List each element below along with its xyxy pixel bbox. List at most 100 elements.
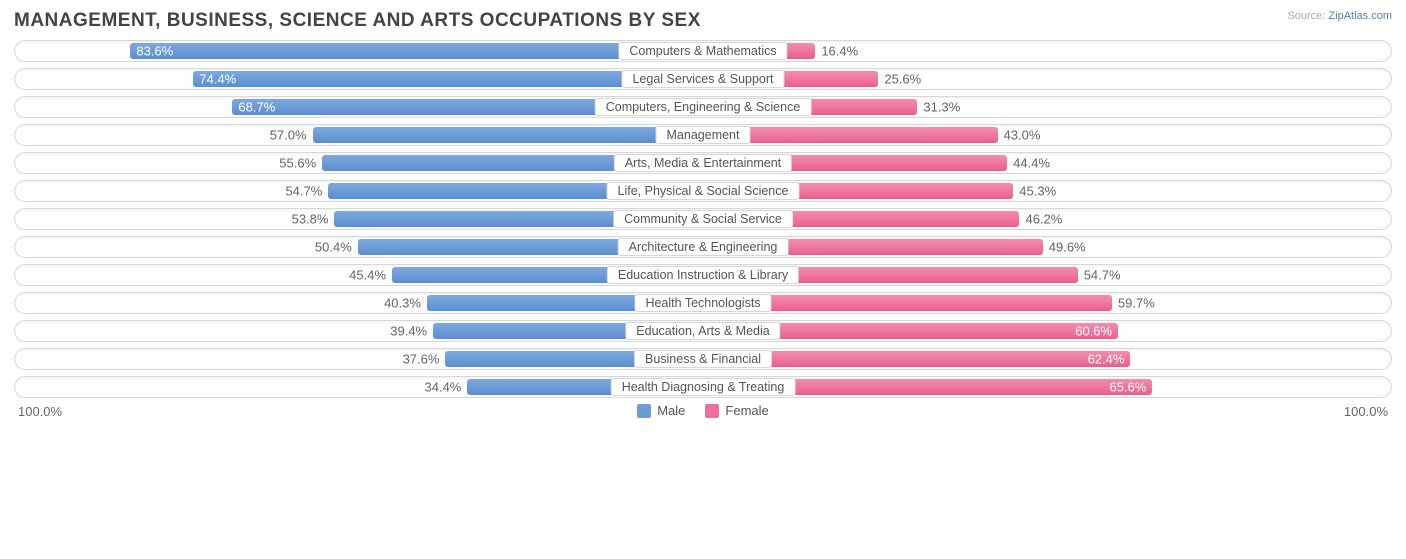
male-bar: 57.0% [313,127,703,143]
male-half: 57.0% [18,127,703,143]
category-label: Life, Physical & Social Science [607,182,800,200]
chart-header: MANAGEMENT, BUSINESS, SCIENCE AND ARTS O… [14,10,1392,32]
category-label: Management [656,126,751,144]
male-half: 53.8% [18,211,703,227]
chart-row: 55.6% 44.4% Arts, Media & Entertainment [14,152,1392,174]
female-half: 44.4% [703,155,1388,171]
female-half: 62.4% [703,351,1388,367]
axis-left-label: 100.0% [18,404,62,419]
female-pct-label: 31.3% [923,100,960,115]
male-bar: 83.6% [130,43,703,59]
male-half: 39.4% [18,323,703,339]
male-pct-label: 40.3% [384,296,421,311]
chart-row: 45.4%54.7%Education Instruction & Librar… [14,264,1392,286]
category-label: Computers & Mathematics [618,42,787,60]
male-pct-label: 83.6% [136,44,173,59]
female-pct-label: 16.4% [821,44,858,59]
female-half: 49.6% [703,239,1388,255]
chart-title: MANAGEMENT, BUSINESS, SCIENCE AND ARTS O… [14,10,701,32]
female-half: 60.6% [703,323,1388,339]
bar-track: 45.4%54.7%Education Instruction & Librar… [14,264,1392,286]
chart-row: 68.7% 31.3% Computers, Engineering & Scien… [14,96,1392,118]
female-swatch-icon [705,404,719,418]
chart-row: 53.8%46.2%Community & Social Service [14,208,1392,230]
bar-track: 74.4% 25.6% Legal Services & Support [14,68,1392,90]
female-pct-label: 46.2% [1025,212,1062,227]
source-value: ZipAtlas.com [1328,10,1392,22]
male-pct-label: 45.4% [349,268,386,283]
female-half: 45.3% [703,183,1388,199]
category-label: Education, Arts & Media [625,322,780,340]
legend-male: Male [637,403,685,418]
female-pct-label: 49.6% [1049,240,1086,255]
source-label: Source: [1287,10,1325,22]
bar-track: 39.4% 60.6% Education, Arts & Media [14,320,1392,342]
female-pct-label: 60.6% [1075,324,1112,339]
female-half: 43.0% [703,127,1388,143]
male-swatch-icon [637,404,651,418]
bar-track: 55.6% 44.4% Arts, Media & Entertainment [14,152,1392,174]
female-pct-label: 25.6% [884,72,921,87]
male-half: 50.4% [18,239,703,255]
bar-track: 54.7% 45.3% Life, Physical & Social Scienc… [14,180,1392,202]
chart-row: 54.7% 45.3% Life, Physical & Social Scienc… [14,180,1392,202]
chart-row: 50.4% 49.6% Architecture & Engineering [14,236,1392,258]
female-pct-label: 54.7% [1084,268,1121,283]
chart-row: 39.4% 60.6% Education, Arts & Media [14,320,1392,342]
female-pct-label: 45.3% [1019,184,1056,199]
male-pct-label: 39.4% [390,324,427,339]
female-half: 54.7% [703,267,1388,283]
chart-row: 37.6% 62.4% Business & Financial [14,348,1392,370]
male-half: 55.6% [18,155,703,171]
female-pct-label: 62.4% [1088,352,1125,367]
category-label: Computers, Engineering & Science [595,98,812,116]
legend-female: Female [705,403,768,418]
male-pct-label: 57.0% [270,128,307,143]
category-label: Health Technologists [634,294,771,312]
chart-row: 74.4% 25.6% Legal Services & Support [14,68,1392,90]
diverging-bar-chart: 83.6% 16.4% Computers & Mathematics 74.4% 25… [14,40,1392,398]
male-half: 34.4% [18,379,703,395]
bar-track: 53.8%46.2%Community & Social Service [14,208,1392,230]
male-half: 54.7% [18,183,703,199]
bar-track: 40.3% 59.7% Health Technologists [14,292,1392,314]
legend-female-label: Female [725,403,768,418]
category-label: Business & Financial [634,350,772,368]
chart-row: 40.3% 59.7% Health Technologists [14,292,1392,314]
female-pct-label: 44.4% [1013,156,1050,171]
category-label: Health Diagnosing & Treating [611,378,796,396]
bar-track: 68.7% 31.3% Computers, Engineering & Scien… [14,96,1392,118]
bar-track: 37.6% 62.4% Business & Financial [14,348,1392,370]
axis-right-label: 100.0% [1344,404,1388,419]
bar-track: 57.0% 43.0% Management [14,124,1392,146]
male-pct-label: 55.6% [279,156,316,171]
category-label: Legal Services & Support [621,70,784,88]
female-pct-label: 43.0% [1004,128,1041,143]
male-half: 74.4% [18,71,703,87]
female-half: 65.6% [703,379,1388,395]
legend-male-label: Male [657,403,685,418]
category-label: Architecture & Engineering [618,238,789,256]
male-half: 40.3% [18,295,703,311]
male-pct-label: 74.4% [199,72,236,87]
female-half: 59.7% [703,295,1388,311]
male-pct-label: 53.8% [292,212,329,227]
male-half: 37.6% [18,351,703,367]
male-half: 45.4% [18,267,703,283]
female-half: 46.2% [703,211,1388,227]
male-pct-label: 34.4% [425,380,462,395]
female-pct-label: 59.7% [1118,296,1155,311]
bar-track: 34.4% 65.6% Health Diagnosing & Treating [14,376,1392,398]
female-half: 16.4% [703,43,1388,59]
male-pct-label: 50.4% [315,240,352,255]
chart-row: 83.6% 16.4% Computers & Mathematics [14,40,1392,62]
chart-source: Source: ZipAtlas.com [1287,10,1392,22]
chart-legend: Male Female [14,403,1392,418]
male-pct-label: 68.7% [238,100,275,115]
male-pct-label: 54.7% [285,184,322,199]
male-pct-label: 37.6% [403,352,440,367]
female-pct-label: 65.6% [1109,380,1146,395]
category-label: Arts, Media & Entertainment [614,154,792,172]
bar-track: 50.4% 49.6% Architecture & Engineering [14,236,1392,258]
bar-track: 83.6% 16.4% Computers & Mathematics [14,40,1392,62]
